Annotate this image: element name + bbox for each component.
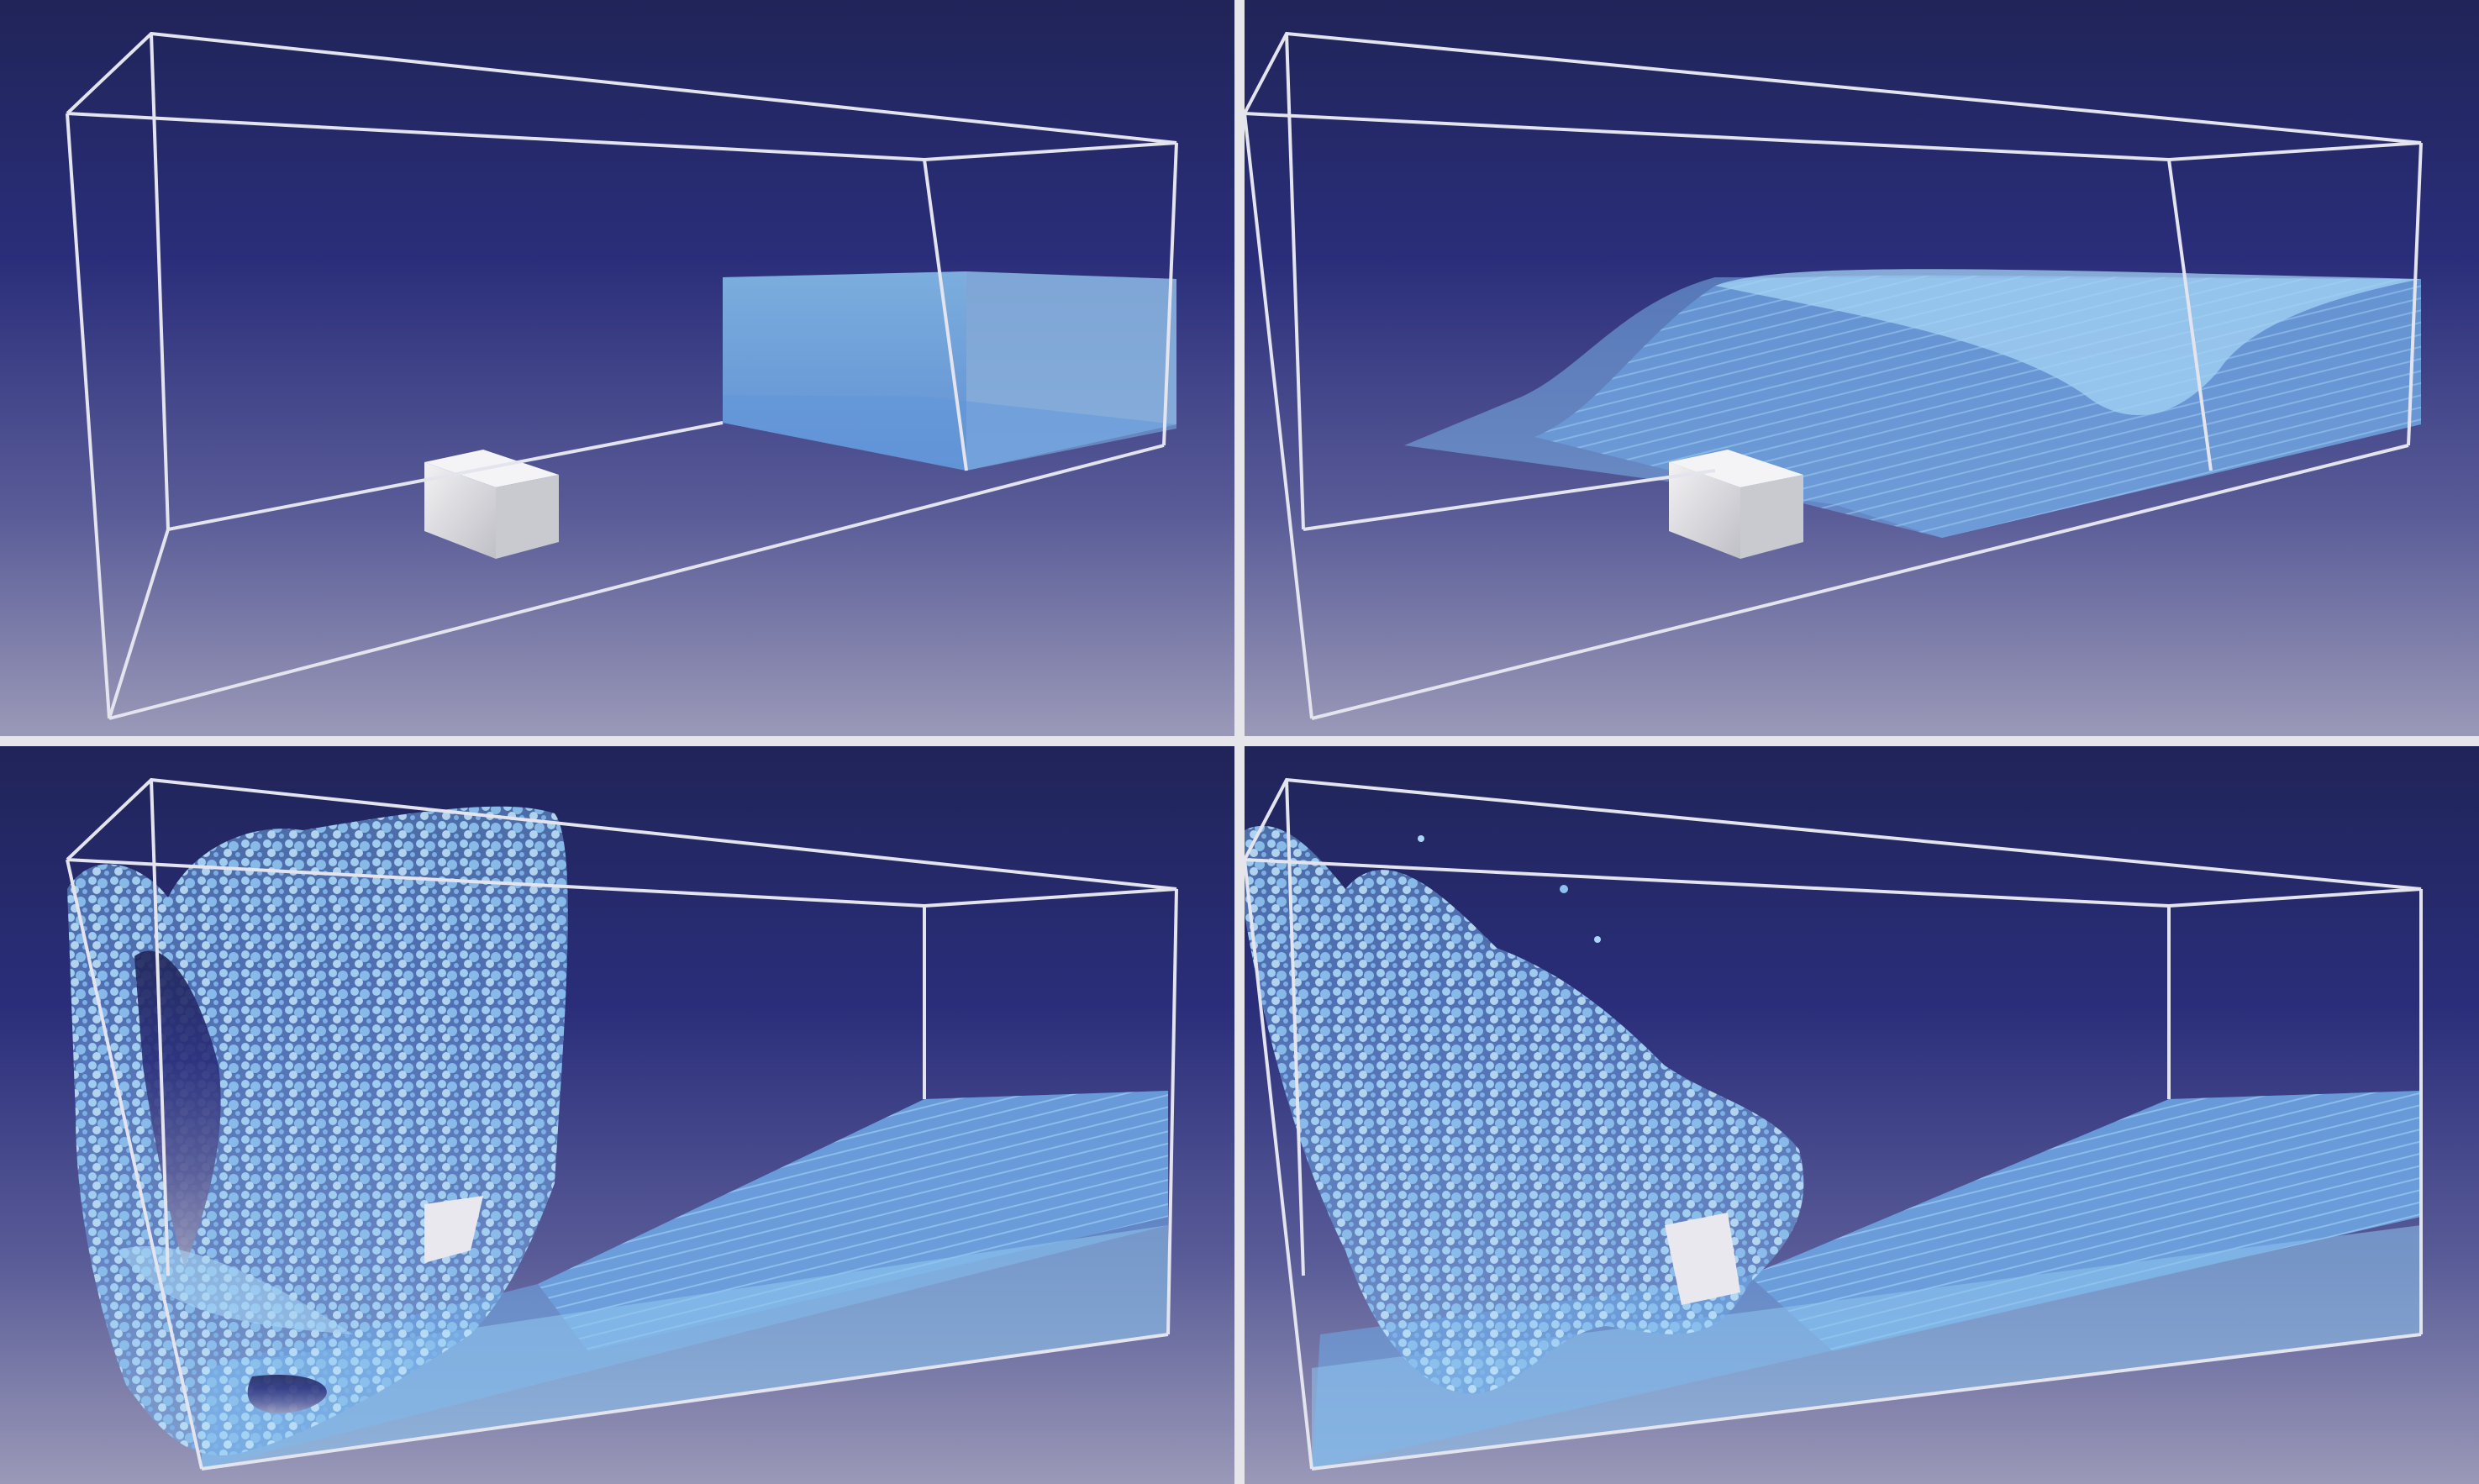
splash-spray xyxy=(1245,825,1804,1394)
panel-initial-state xyxy=(0,0,1234,736)
panel-wave-recede xyxy=(1245,746,2479,1484)
water-surface xyxy=(202,1091,1168,1469)
obstacle-block xyxy=(1669,450,1803,559)
panel-splash-impact xyxy=(0,746,1234,1484)
tank-wireframe xyxy=(66,777,1178,1471)
obstacle-block xyxy=(424,1196,483,1263)
tank-wireframe xyxy=(66,31,1178,720)
obstacle-block xyxy=(1665,1213,1740,1305)
tank-wireframe xyxy=(1245,31,2423,720)
panel-dam-break-wave xyxy=(1245,0,2479,736)
splash-spray xyxy=(67,806,568,1455)
water-block xyxy=(723,271,1176,471)
water-surface xyxy=(1312,1091,2421,1469)
tank-wireframe xyxy=(1245,777,2423,1471)
obstacle-block xyxy=(424,450,559,559)
